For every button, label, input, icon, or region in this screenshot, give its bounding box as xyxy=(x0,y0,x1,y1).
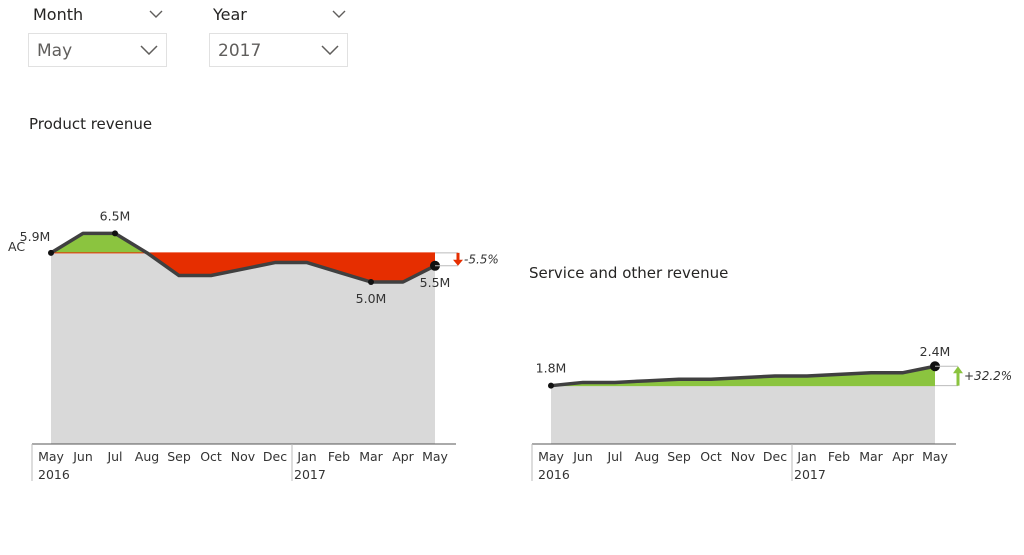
series-label: AC xyxy=(8,239,25,254)
x-tick-label: May xyxy=(422,449,448,464)
product-revenue-title: Product revenue xyxy=(29,115,153,133)
x-tick-label: Apr xyxy=(892,449,914,464)
year-dropdown-value: 2017 xyxy=(218,41,262,61)
data-label: 5.0M xyxy=(356,291,387,306)
month-dropdown-value: May xyxy=(37,41,73,61)
x-tick-label: Jan xyxy=(796,449,816,464)
x-tick-label: Jul xyxy=(606,449,622,464)
x-tick-label: May xyxy=(38,449,64,464)
chevron-down-icon[interactable] xyxy=(332,10,346,18)
data-label: 2.4M xyxy=(920,344,951,359)
x-tick-label: Jul xyxy=(106,449,122,464)
year-label: 2017 xyxy=(794,467,826,482)
data-point-marker xyxy=(112,230,118,237)
data-label: 5.5M xyxy=(420,275,451,290)
chevron-down-icon xyxy=(140,45,158,55)
positive-variance-area xyxy=(51,233,435,253)
service-revenue-chart: May Jun Jul Aug Sep Oct Nov Dec Jan Feb Mar Apr May 2… xyxy=(531,344,1012,482)
data-label: 5.9M xyxy=(20,229,51,244)
series-line xyxy=(550,364,936,388)
x-tick-label: Jun xyxy=(572,449,593,464)
arrow-down-icon xyxy=(453,259,463,266)
x-tick-label: Feb xyxy=(828,449,850,464)
x-tick-label: Nov xyxy=(731,449,756,464)
reference-area xyxy=(551,385,935,444)
data-point-marker xyxy=(368,279,374,285)
year-dropdown[interactable]: 2017 xyxy=(209,33,348,67)
product-revenue-chart: May Jun Jul Aug Sep Oct Nov Dec Jan Feb Mar Apr May 2… xyxy=(8,208,499,482)
x-tick-label: Feb xyxy=(328,449,350,464)
data-label: 1.8M xyxy=(536,361,567,376)
x-tick-label: Nov xyxy=(231,449,256,464)
month-filter-label: Month xyxy=(33,5,84,24)
arrow-up-icon xyxy=(953,366,963,374)
data-label: 6.5M xyxy=(100,208,131,223)
year-label: 2016 xyxy=(538,467,570,482)
x-tick-label: Aug xyxy=(635,449,659,464)
x-tick-label: Dec xyxy=(263,449,287,464)
chevron-down-icon[interactable] xyxy=(149,10,163,18)
month-dropdown[interactable]: May xyxy=(28,33,167,67)
data-point-marker xyxy=(48,249,54,256)
x-tick-label: Jan xyxy=(296,449,316,464)
service-revenue-title: Service and other revenue xyxy=(529,264,729,282)
x-tick-label: Sep xyxy=(667,449,691,464)
chevron-down-icon xyxy=(321,45,339,55)
x-tick-label: Jun xyxy=(72,449,93,464)
x-tick-label: Mar xyxy=(359,449,383,464)
data-point-marker xyxy=(548,382,554,389)
variance-label: +32.2% xyxy=(964,369,1012,383)
variance-label: -5.5% xyxy=(464,252,499,266)
x-tick-label: Oct xyxy=(200,449,222,464)
x-tick-label: May xyxy=(922,449,948,464)
x-tick-label: Apr xyxy=(392,449,414,464)
x-tick-label: Oct xyxy=(700,449,722,464)
x-tick-label: Sep xyxy=(167,449,191,464)
x-tick-label: May xyxy=(538,449,564,464)
year-filter-label: Year xyxy=(213,5,247,24)
year-label: 2016 xyxy=(38,467,70,482)
x-tick-label: Dec xyxy=(763,449,787,464)
x-tick-label: Aug xyxy=(135,449,159,464)
x-tick-label: Mar xyxy=(859,449,883,464)
year-label: 2017 xyxy=(294,467,326,482)
